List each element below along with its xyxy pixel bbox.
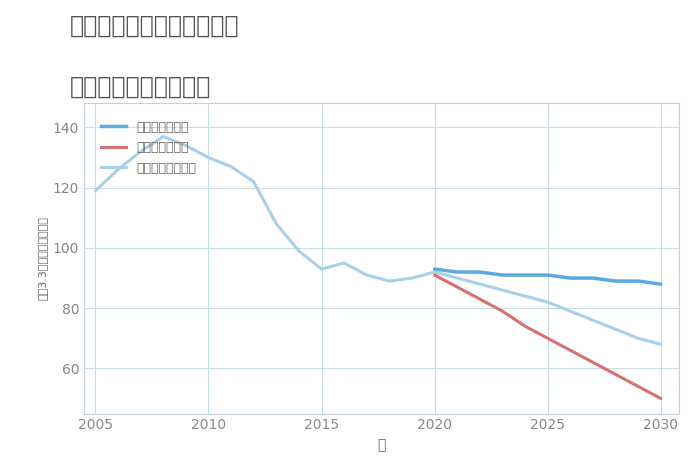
X-axis label: 年: 年	[377, 438, 386, 452]
Text: 中古戸建ての価格推移: 中古戸建ての価格推移	[70, 75, 211, 99]
Text: 兵庫県豊岡市但東町畑山の: 兵庫県豊岡市但東町畑山の	[70, 14, 239, 38]
Legend: グッドシナリオ, バッドシナリオ, ノーマルシナリオ: グッドシナリオ, バッドシナリオ, ノーマルシナリオ	[96, 116, 201, 180]
Y-axis label: 坪（3.3㎡）単価（万円）: 坪（3.3㎡）単価（万円）	[37, 217, 47, 300]
